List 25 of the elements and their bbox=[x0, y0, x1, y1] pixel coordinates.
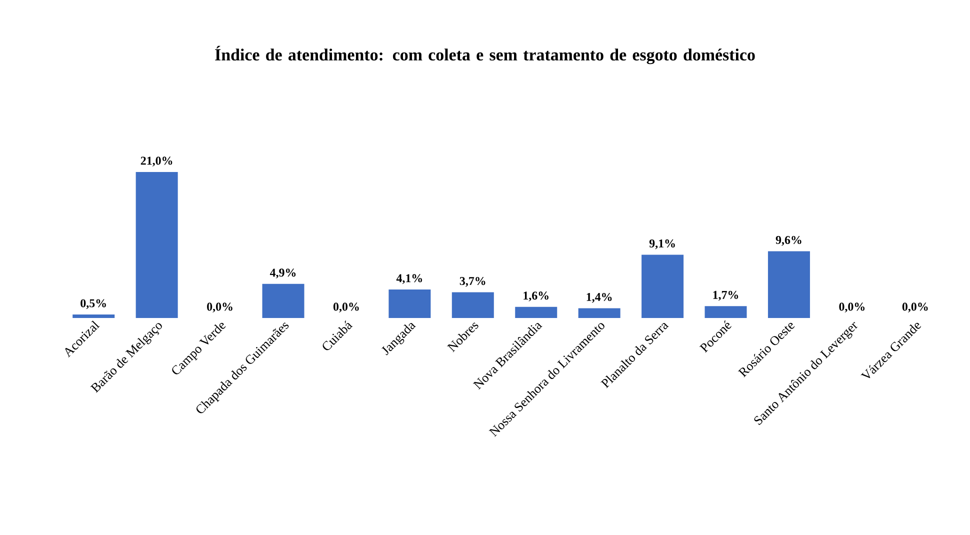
bar bbox=[72, 314, 115, 318]
data-label: 1,4% bbox=[586, 292, 612, 303]
data-label: 0,5% bbox=[80, 299, 106, 310]
data-label: 0,0% bbox=[207, 302, 232, 312]
data-label: 1,7% bbox=[713, 290, 738, 301]
bar bbox=[578, 308, 620, 318]
bar bbox=[262, 284, 304, 318]
data-label: 0,0% bbox=[839, 302, 865, 312]
bar bbox=[515, 306, 558, 318]
bar bbox=[704, 306, 747, 318]
chart-title: Índice de atendimento: com coleta e sem tratamento de esgoto doméstico bbox=[215, 46, 755, 64]
bar bbox=[452, 292, 494, 318]
data-label: 9,1% bbox=[649, 239, 675, 250]
data-label: 9,6% bbox=[776, 236, 802, 246]
data-label: 4,1% bbox=[396, 274, 422, 284]
data-label: 21,0% bbox=[140, 156, 172, 166]
data-label: 0,0% bbox=[333, 302, 359, 312]
data-label: 1,6% bbox=[524, 292, 548, 302]
data-label: 3,7% bbox=[460, 276, 486, 287]
bar bbox=[388, 289, 431, 318]
bar bbox=[642, 254, 684, 318]
bar bbox=[136, 172, 178, 318]
data-label: 0,0% bbox=[902, 302, 928, 312]
data-label: 4,9% bbox=[270, 268, 296, 278]
bar bbox=[768, 251, 810, 318]
